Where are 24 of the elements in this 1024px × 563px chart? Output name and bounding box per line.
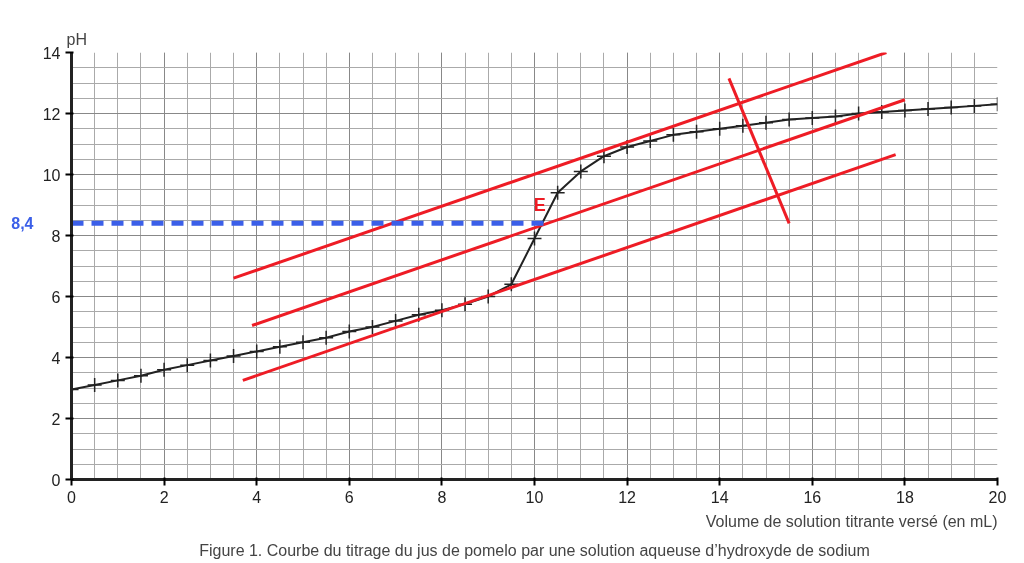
- text: 8,4: [11, 215, 34, 233]
- y-axis-title: pH: [66, 30, 87, 48]
- annotation: E: [533, 195, 546, 216]
- x-tick-label: 0: [67, 488, 77, 506]
- x-tick-label: 12: [618, 488, 637, 506]
- y-tick-label: 8: [51, 227, 61, 245]
- y-tick-label: 4: [51, 349, 61, 367]
- y-tick-label: 14: [42, 44, 61, 62]
- x-tick-label: 6: [344, 488, 354, 506]
- x-tick-label: 10: [525, 488, 544, 506]
- caption: Figure 1. Courbe du titrage du jus de pomelo par une solution aqueuse d’hydroxyde de sodium: [199, 541, 870, 559]
- y-tick-label: 12: [42, 105, 61, 123]
- x-axis-title: Volume de solution titrante versé (en mL): [705, 512, 998, 530]
- y-tick-label: 6: [51, 288, 61, 306]
- x-tick-label: 4: [252, 488, 262, 506]
- x-tick-label: 18: [896, 488, 914, 506]
- x-tick-label: 16: [803, 488, 822, 506]
- y-tick-label: 2: [51, 410, 61, 428]
- x-tick-label: 20: [988, 488, 1007, 506]
- x-tick-label: 2: [159, 488, 169, 506]
- y-tick-label: 10: [42, 166, 61, 184]
- x-tick-label: 8: [437, 488, 447, 506]
- y-tick-label: 0: [51, 471, 61, 489]
- x-tick-label: 14: [710, 488, 729, 506]
